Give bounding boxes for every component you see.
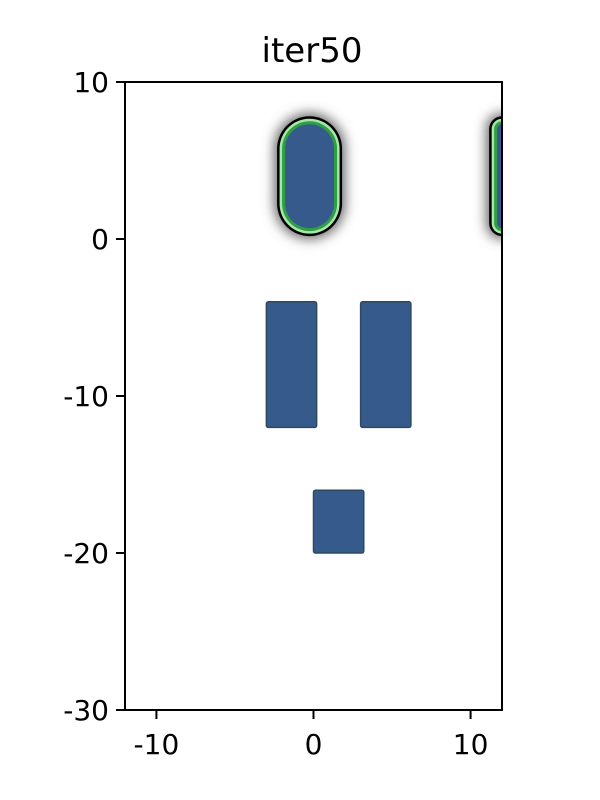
obstacle-rect-2 xyxy=(265,301,318,429)
obstacle-core xyxy=(285,124,335,229)
y-tick-label: 10 xyxy=(73,66,109,99)
x-tick-label: -10 xyxy=(134,728,180,761)
obstacle-rect-3 xyxy=(359,301,412,429)
x-tick-label: 10 xyxy=(453,728,489,761)
x-tick-label: 0 xyxy=(305,728,323,761)
contour-obstacle-1 xyxy=(486,113,502,240)
obstacle-core xyxy=(497,124,502,229)
y-axis: 10 0 -10 -20 -30 xyxy=(63,66,125,727)
y-tick-label: -30 xyxy=(63,694,109,727)
y-tick-label: -20 xyxy=(63,537,109,570)
chart-title: iter50 xyxy=(262,31,363,71)
obstacle-rect-4 xyxy=(312,489,365,554)
contour-obstacle-0 xyxy=(274,113,346,240)
x-axis: -10 0 10 xyxy=(134,710,489,761)
y-tick-label: -10 xyxy=(63,380,109,413)
y-tick-label: 0 xyxy=(91,223,109,256)
regions-layer xyxy=(265,113,502,554)
